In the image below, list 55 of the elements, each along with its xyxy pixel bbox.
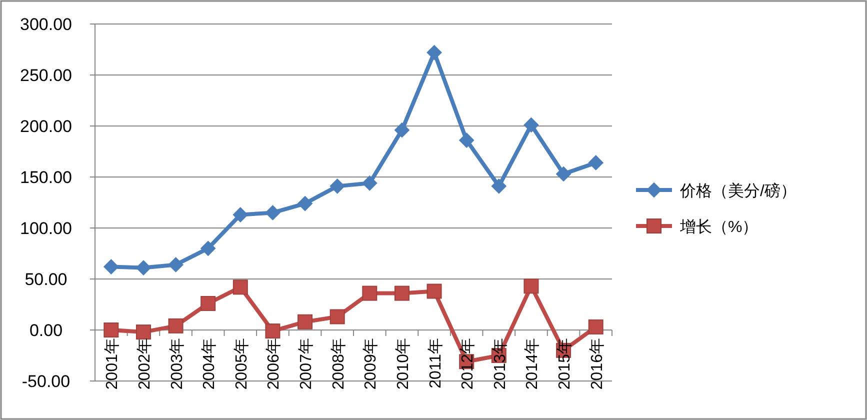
point [524, 278, 539, 294]
point [200, 296, 216, 311]
point [136, 260, 151, 276]
x-tick-label: 2001年 [104, 338, 122, 390]
x-tick-label: 2006年 [266, 338, 283, 390]
point [588, 155, 604, 170]
y-tick-label: 100.00 [20, 219, 72, 238]
legend-label: 增长（%） [679, 218, 758, 236]
x-tick-label: 2007年 [298, 338, 316, 390]
y-tick-label: 150.00 [20, 168, 72, 187]
x-tick-label: 2009年 [362, 338, 380, 390]
x-tick-label: 2016年 [588, 338, 606, 390]
point [168, 318, 184, 334]
point [200, 240, 216, 256]
y-tick-label: -50.00 [22, 372, 70, 391]
y-tick-label: 50.00 [24, 270, 68, 289]
point [426, 45, 442, 60]
y-tick-label: 0.00 [29, 321, 63, 340]
point [426, 284, 442, 299]
point [265, 205, 280, 220]
point [136, 324, 151, 340]
x-tick-label: 2008年 [330, 338, 348, 390]
point [459, 132, 474, 148]
x-tick-label: 2004年 [201, 338, 218, 390]
point [491, 178, 506, 194]
x-tick-label: 2005年 [233, 338, 250, 390]
point [556, 166, 572, 182]
point [232, 207, 248, 222]
point [298, 196, 313, 212]
point [232, 280, 248, 295]
x-tick-label: 2002年 [136, 338, 154, 390]
point [104, 322, 119, 338]
point [394, 122, 410, 138]
y-tick-label: 200.00 [20, 117, 72, 136]
point [168, 257, 184, 272]
x-tick-label: 2012年 [460, 338, 477, 390]
x-tick-label: 2015年 [556, 338, 574, 390]
point [362, 176, 378, 191]
point [588, 319, 604, 334]
point [330, 178, 345, 194]
point [104, 259, 119, 274]
y-tick-label: 300.00 [20, 15, 72, 34]
point [394, 286, 410, 301]
x-tick-label: 2003年 [168, 338, 186, 390]
point [362, 286, 378, 301]
x-tick-label: 2011年 [427, 338, 444, 388]
y-tick-label: 250.00 [20, 66, 72, 85]
point [524, 117, 539, 132]
x-tick-label: 2014年 [524, 338, 542, 390]
x-tick-label: 2010年 [394, 338, 412, 390]
x-tick-label: 2013年 [492, 338, 509, 390]
point [298, 314, 313, 330]
legend-label: 价格（美分/磅） [679, 182, 796, 200]
point [330, 309, 345, 324]
point [265, 324, 280, 339]
